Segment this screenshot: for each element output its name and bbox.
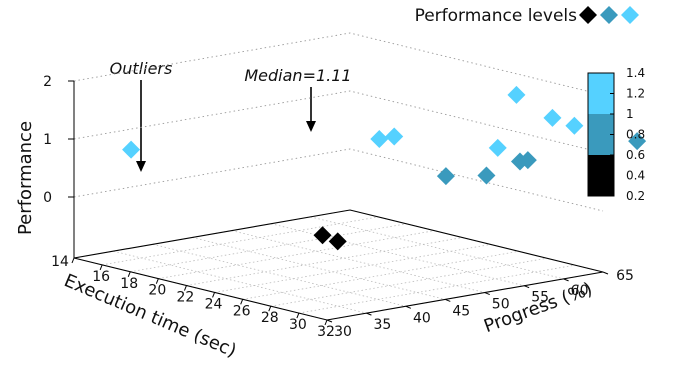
y-tick-label: 55 bbox=[531, 290, 549, 306]
colorbar: 1.4 1.2 1 0.8 0.6 0.4 0.2 bbox=[587, 66, 645, 203]
x-tick-mark bbox=[212, 292, 216, 298]
data-point bbox=[477, 166, 496, 185]
z-tick-label: 0 bbox=[43, 190, 52, 206]
x-tick-mark bbox=[127, 271, 131, 277]
floor-grid-line-x bbox=[214, 244, 491, 293]
data-point bbox=[628, 132, 647, 151]
colorbar-tick-label: 1.2 bbox=[626, 87, 645, 101]
floor-grid-line-x bbox=[270, 257, 547, 307]
legend-swatch bbox=[579, 6, 597, 24]
x-tick-label: 18 bbox=[120, 276, 138, 292]
wall-grid-line bbox=[73, 32, 604, 96]
colorbar-tick-label: 1 bbox=[626, 107, 634, 121]
legend-swatches bbox=[579, 6, 639, 24]
x-tick-mark bbox=[324, 319, 328, 326]
z-tick-label: 2 bbox=[43, 74, 52, 90]
points-layer bbox=[122, 85, 647, 251]
legend-swatch bbox=[600, 6, 618, 24]
x-tick-mark bbox=[71, 257, 75, 264]
y-tick-label: 60 bbox=[571, 283, 589, 299]
x-tick-mark bbox=[99, 264, 103, 271]
z-axis-title: Performance bbox=[15, 121, 36, 235]
colorbar-tick-label: 0.2 bbox=[626, 189, 645, 203]
y-tick-label: 50 bbox=[492, 297, 510, 313]
colorbar-band bbox=[588, 73, 614, 114]
x-tick-label: 22 bbox=[177, 290, 195, 306]
x-tick-label: 32 bbox=[317, 324, 335, 340]
floor-grid-line-x bbox=[186, 237, 463, 286]
data-point bbox=[507, 85, 526, 104]
x-tick-mark bbox=[155, 278, 159, 284]
x-tick-mark bbox=[183, 285, 187, 291]
x-tick-label: 14 bbox=[51, 254, 69, 270]
data-point bbox=[488, 138, 507, 157]
annotation-median-arrowhead bbox=[306, 121, 316, 132]
wall-grid-line bbox=[73, 90, 604, 154]
colorbar-tick-label: 0.8 bbox=[626, 128, 645, 142]
data-point bbox=[543, 108, 562, 127]
x-tick-label: 16 bbox=[92, 269, 110, 285]
annotation-outliers-arrowhead bbox=[136, 161, 146, 172]
annotation-outliers: Outliers bbox=[110, 59, 173, 78]
y-tick-mark bbox=[445, 298, 451, 302]
x-tick-mark bbox=[268, 306, 272, 312]
floor-grid-line-y bbox=[192, 237, 446, 300]
colorbar-tick-label: 1.4 bbox=[626, 66, 645, 80]
y-tick-label: 30 bbox=[334, 324, 352, 340]
y-tick-mark bbox=[366, 312, 372, 316]
data-point bbox=[370, 130, 389, 149]
x-tick-label: 20 bbox=[148, 283, 166, 299]
data-point bbox=[122, 140, 141, 159]
y-tick-label: 45 bbox=[452, 303, 470, 319]
floor-grid-line-y bbox=[310, 216, 564, 280]
x-tick-label: 24 bbox=[205, 296, 223, 312]
y-tick-mark bbox=[405, 305, 412, 309]
legend-swatch bbox=[621, 6, 639, 24]
y-tick-mark bbox=[523, 285, 530, 289]
y-tick-mark bbox=[602, 271, 609, 275]
z-tick-label: 1 bbox=[43, 132, 52, 148]
x-tick-mark bbox=[296, 312, 300, 319]
floor-grid-line-y bbox=[113, 250, 367, 314]
colorbar-band bbox=[588, 114, 614, 155]
floor-grid-line-x bbox=[298, 264, 575, 314]
floor-grid-line-x bbox=[130, 223, 407, 273]
data-point bbox=[565, 116, 584, 135]
y-tick-label: 65 bbox=[616, 268, 634, 284]
colorbar-tick-label: 0.6 bbox=[626, 148, 645, 162]
floor-grid-line-y bbox=[231, 230, 485, 293]
data-point bbox=[328, 232, 347, 251]
legend-label: Performance levels bbox=[415, 6, 578, 26]
data-point bbox=[518, 151, 537, 170]
y-tick-mark bbox=[563, 278, 569, 282]
colorbar-band bbox=[588, 155, 614, 196]
x-tick-label: 30 bbox=[289, 317, 307, 333]
annotation-median: Median=1.11 bbox=[244, 66, 351, 85]
floor-grid-line-y bbox=[271, 223, 525, 287]
data-point bbox=[436, 167, 455, 186]
colorbar-tick-label: 0.4 bbox=[626, 169, 645, 183]
y-tick-label: 40 bbox=[413, 310, 431, 326]
x-tick-label: 28 bbox=[261, 310, 279, 326]
y-tick-mark bbox=[326, 319, 333, 323]
data-point bbox=[385, 127, 404, 146]
data-point bbox=[313, 226, 332, 245]
x-tick-mark bbox=[240, 299, 244, 305]
floor-grid-line-y bbox=[152, 243, 406, 307]
floor-grid-line-x bbox=[158, 230, 435, 280]
y-tick-label: 35 bbox=[374, 317, 392, 333]
grid-layer bbox=[73, 32, 604, 321]
y-tick-mark bbox=[484, 292, 490, 296]
wall-grid-line bbox=[73, 148, 604, 212]
floor-grid-line-x bbox=[102, 216, 379, 266]
floor-grid-line-x bbox=[242, 250, 519, 300]
x-tick-label: 26 bbox=[233, 303, 251, 319]
